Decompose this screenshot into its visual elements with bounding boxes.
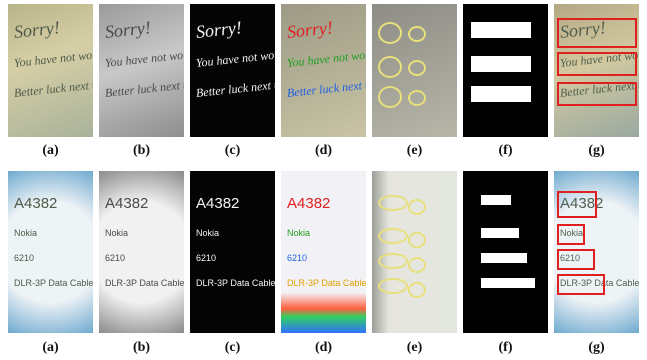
- panel-label: (b): [99, 340, 184, 356]
- panel-label: (d): [281, 340, 366, 356]
- binary-blob: [471, 22, 531, 38]
- detected-region: [378, 278, 408, 294]
- text-box: [557, 224, 585, 245]
- panel-label: (d): [281, 143, 366, 159]
- scene-text: Sorry!: [195, 17, 243, 43]
- binary-blob: [471, 56, 531, 72]
- binary-blob: [481, 228, 519, 238]
- image-panel: [372, 4, 457, 137]
- scene-text: You have not won: [13, 47, 93, 71]
- detected-region: [408, 60, 426, 76]
- detected-region: [378, 56, 402, 78]
- scene-text: Better luck next time: [286, 76, 366, 101]
- detected-region: [378, 22, 402, 44]
- detected-region: [378, 86, 402, 108]
- text-box: [557, 249, 595, 270]
- detected-region: [408, 90, 426, 106]
- scene-text: Nokia: [196, 228, 219, 238]
- scene-text: 6210: [14, 253, 34, 263]
- scene-text: You have not won: [286, 47, 366, 71]
- scene-text: DLR-3P Data Cable: [287, 278, 366, 288]
- scene-text: Nokia: [105, 228, 128, 238]
- panel-label: (f): [463, 340, 548, 356]
- panel-label: (b): [99, 143, 184, 159]
- scene-text: Better luck next time: [13, 76, 93, 101]
- scene-text: DLR-3P Data Cable: [14, 278, 93, 288]
- scene-text: Sorry!: [13, 17, 61, 43]
- image-panel: [463, 4, 548, 137]
- scene-text: Sorry!: [286, 17, 334, 43]
- panel-label: (g): [554, 340, 639, 356]
- text-box: [557, 52, 637, 76]
- panel-label: (c): [190, 143, 275, 159]
- image-panel: Sorry! You have not won Better luck next t…: [190, 4, 275, 137]
- scene-text: Better luck next time: [104, 76, 184, 101]
- text-box: [557, 191, 597, 218]
- image-panel: [372, 171, 457, 333]
- binary-blob: [481, 195, 511, 205]
- image-panel: [463, 171, 548, 333]
- panel-label: (c): [190, 340, 275, 356]
- detected-region: [378, 253, 408, 269]
- scene-text: Better luck next time: [195, 76, 275, 101]
- scene-text: 6210: [105, 253, 125, 263]
- scene-text: DLR-3P Data Cable: [196, 278, 275, 288]
- panel-label: (f): [463, 143, 548, 159]
- scene-text: A4382: [14, 195, 57, 212]
- image-panel: Sorry! You have not won Better luck next t…: [99, 4, 184, 137]
- scene-text: You have not won: [195, 47, 275, 71]
- detected-region: [378, 228, 408, 244]
- detected-region: [408, 257, 426, 273]
- image-panel: A4382 Nokia 6210 DLR-3P Data Cable: [281, 171, 366, 333]
- scene-text: Sorry!: [104, 17, 152, 43]
- text-box: [557, 82, 637, 106]
- panel-label: (e): [372, 340, 457, 356]
- scene-text: DLR-3P Data Cable: [105, 278, 184, 288]
- detected-region: [408, 199, 426, 215]
- scene-text: A4382: [105, 195, 148, 212]
- detected-region: [408, 282, 426, 298]
- image-panel: Sorry! You have not won Better luck next t…: [281, 4, 366, 137]
- scene-text: Nokia: [14, 228, 37, 238]
- figure: Sorry! You have not won Better luck next t…: [0, 0, 647, 360]
- image-panel: A4382 Nokia 6210 DLR-3P Data Cable: [8, 171, 93, 333]
- binary-blob: [471, 86, 531, 102]
- text-box: [557, 274, 605, 295]
- panel-label: (g): [554, 143, 639, 159]
- detected-region: [408, 26, 426, 42]
- scene-text: A4382: [196, 195, 239, 212]
- binary-blob: [481, 278, 535, 288]
- detected-region: [408, 232, 426, 248]
- panel-label: (a): [8, 143, 93, 159]
- image-panel: A4382 Nokia 6210 DLR-3P Data Cable: [190, 171, 275, 333]
- scene-text: Nokia: [287, 228, 310, 238]
- image-panel: Sorry! You have not won Better luck next t…: [8, 4, 93, 137]
- scene-text: 6210: [287, 253, 307, 263]
- panel-label: (e): [372, 143, 457, 159]
- scene-text: You have not won: [104, 47, 184, 71]
- text-box: [557, 18, 637, 48]
- binary-blob: [481, 253, 527, 263]
- image-panel: A4382 Nokia 6210 DLR-3P Data Cable: [99, 171, 184, 333]
- scene-text: A4382: [287, 195, 330, 212]
- detected-region: [378, 195, 408, 211]
- panel-label: (a): [8, 340, 93, 356]
- scene-text: 6210: [196, 253, 216, 263]
